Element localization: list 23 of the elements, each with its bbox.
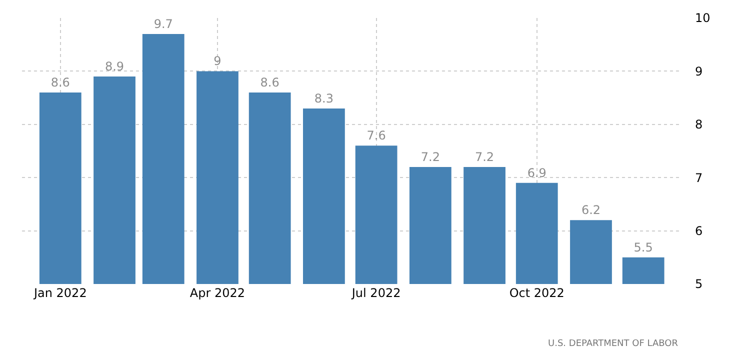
data-label: 7.2 [474,150,494,164]
data-label: 9.7 [154,16,173,31]
x-tick-label: Oct 2022 [509,286,564,300]
y-tick-label: 7 [695,170,703,185]
x-tick-label: Jul 2022 [350,286,401,300]
text: U.S. DEPARTMENT OF LABOR [548,339,678,349]
y-tick-label: 5 [695,277,703,292]
data-label: 7.6 [366,128,386,143]
data-label: 6.2 [581,203,601,218]
y-tick-label: 9 [695,64,703,78]
data-label: 8.9 [104,60,124,74]
x-tick-label: Apr 2022 [190,286,246,300]
data-label: 7.2 [420,150,440,164]
y-tick-label: 8 [695,118,703,132]
data-label: 8.3 [314,91,334,106]
data-label: 5.5 [634,240,653,254]
x-tick-label: Jan 2022 [32,286,87,300]
data-label: 9 [214,54,222,68]
data-label: 8.6 [260,75,280,90]
y-tick-label: 10 [695,11,710,26]
data-label: 8.6 [50,75,70,90]
data-label: 6.9 [527,166,546,180]
y-tick-label: 6 [695,224,703,238]
